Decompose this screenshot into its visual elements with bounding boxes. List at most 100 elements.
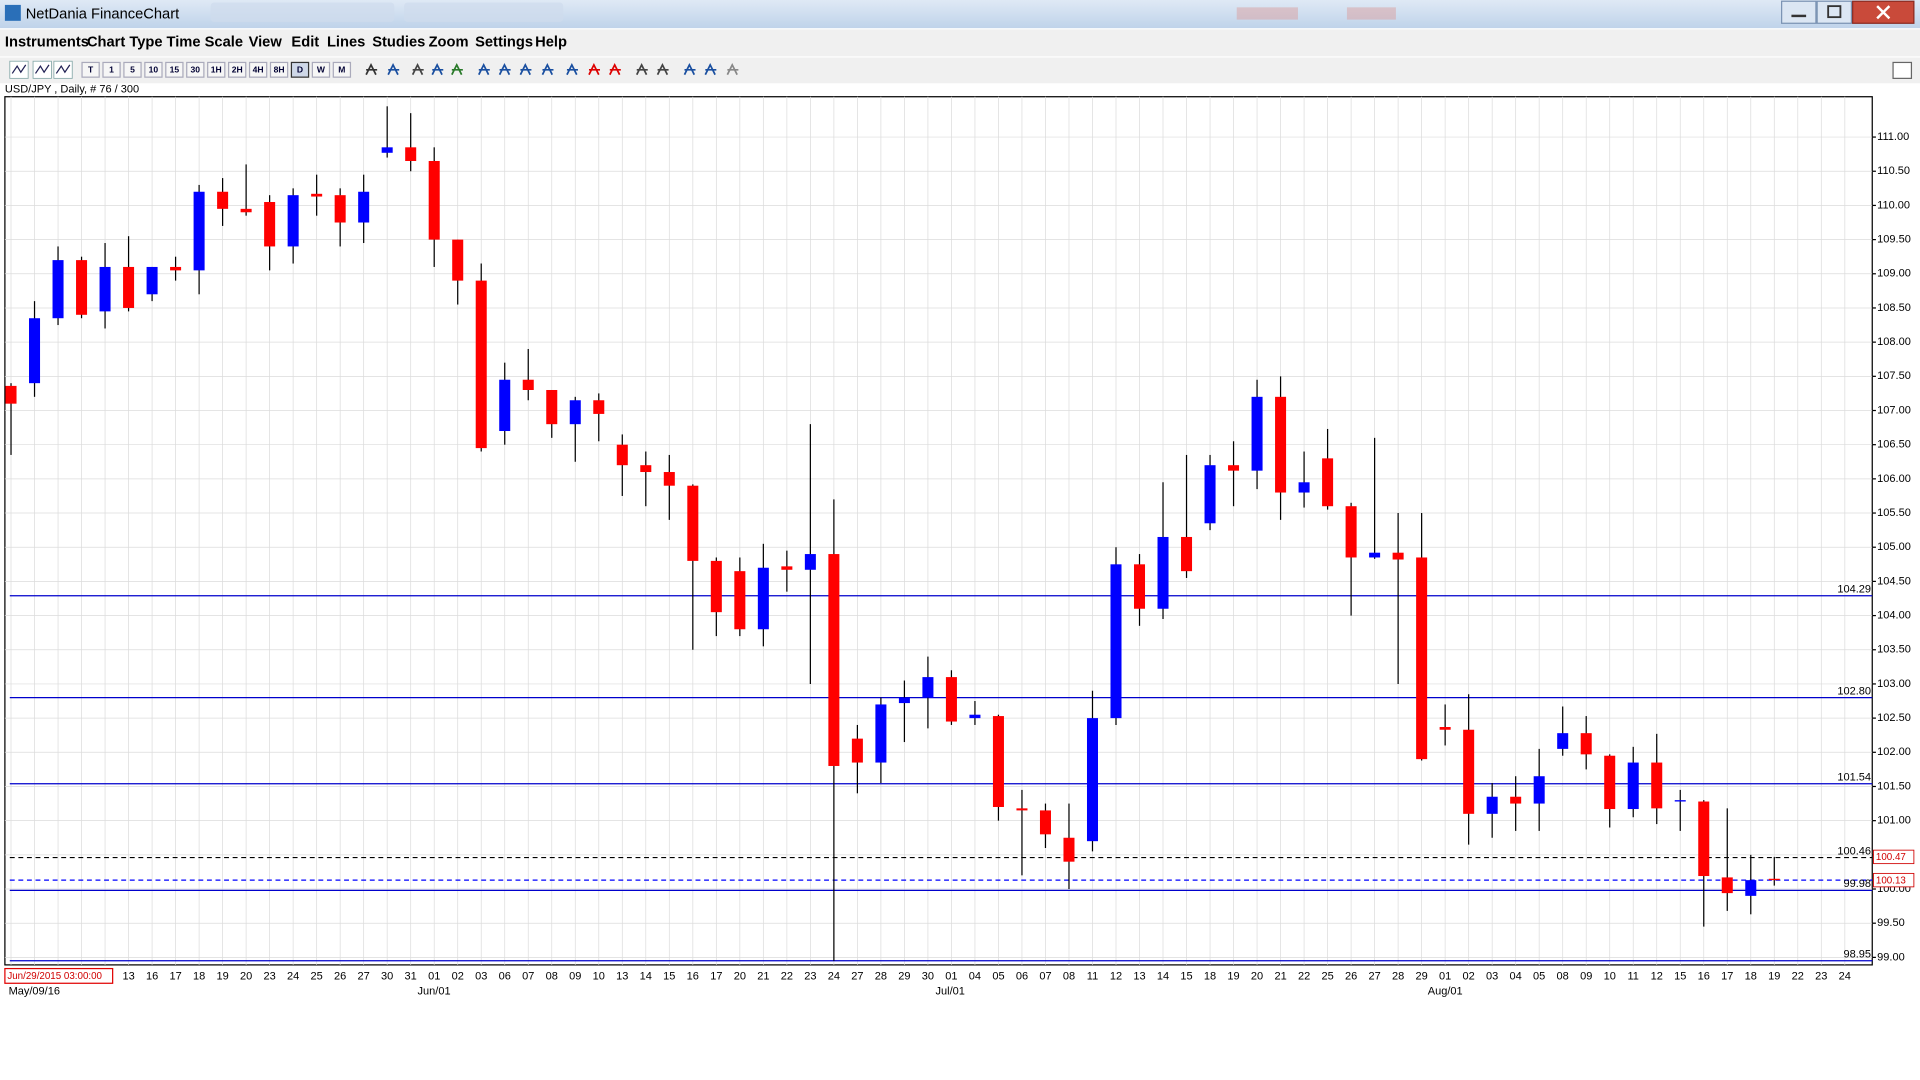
icon <box>656 62 669 76</box>
candle-body <box>1533 776 1545 804</box>
menu-item[interactable]: Chart Type <box>87 35 163 51</box>
candle-body <box>1557 733 1569 749</box>
timeframe-button[interactable] <box>269 61 289 78</box>
menu-item[interactable]: Studies <box>372 35 425 51</box>
x-tick-label: 03 <box>1486 970 1498 982</box>
timeframe-button[interactable] <box>123 61 142 78</box>
menu-item[interactable]: Lines <box>327 35 365 51</box>
candle-body <box>146 266 158 295</box>
y-tick-label: 103.00 <box>1877 678 1911 690</box>
x-tick-label: 09 <box>569 970 581 982</box>
tab[interactable] <box>210 2 395 23</box>
maximize-button[interactable] <box>1816 0 1853 24</box>
icon <box>11 64 27 74</box>
x-tick-label: 13 <box>616 970 628 982</box>
x-tick-label: 01 <box>1439 970 1451 982</box>
period-label: Jun/01 <box>418 986 451 998</box>
x-tick-label: 12 <box>1651 970 1663 982</box>
y-tick-label: 107.50 <box>1877 370 1911 382</box>
x-tick-label: 01 <box>945 970 957 982</box>
y-tick-label: 105.50 <box>1877 507 1911 519</box>
y-tick-label: 110.50 <box>1877 165 1910 177</box>
timeframe-label: D <box>297 65 303 75</box>
menu-item[interactable]: Edit <box>291 35 319 51</box>
panel-button[interactable] <box>1892 61 1913 79</box>
candle-body <box>123 266 135 308</box>
menu-item[interactable]: Instruments <box>5 35 89 51</box>
candle-body <box>452 239 464 281</box>
x-tick-label: 20 <box>240 970 252 982</box>
icon <box>431 62 444 76</box>
price-box-label: 100.47 <box>1876 852 1906 863</box>
level-label: 102.80 <box>1837 685 1871 697</box>
timeframe-button[interactable] <box>186 61 205 78</box>
x-tick-label: 30 <box>381 970 393 982</box>
x-tick-label: 02 <box>452 970 464 982</box>
candle-body <box>710 560 722 613</box>
x-tick-label: 08 <box>1063 970 1075 982</box>
x-tick-label: 04 <box>1510 970 1522 982</box>
timeframe-button[interactable] <box>144 61 163 78</box>
x-tick-label: 23 <box>263 970 275 982</box>
candle-body <box>922 677 934 698</box>
timeframe-label: 5 <box>130 65 135 75</box>
x-tick-label: 31 <box>405 970 417 982</box>
timeframe-button[interactable] <box>290 61 310 78</box>
x-tick-label: 11 <box>1087 970 1098 982</box>
timeframe-button[interactable] <box>81 61 100 78</box>
menu-item[interactable]: Help <box>535 35 567 51</box>
timeframe-button[interactable] <box>227 61 247 78</box>
icon <box>566 62 578 76</box>
menu-item[interactable]: View <box>249 35 283 51</box>
candle-body <box>945 677 957 722</box>
x-tick-label: 27 <box>358 970 370 982</box>
y-tick-label: 108.00 <box>1877 336 1911 348</box>
candle-body <box>29 318 41 384</box>
timeframe-button[interactable] <box>311 61 331 78</box>
timeframe-button[interactable] <box>248 61 268 78</box>
x-tick-label: 13 <box>122 970 134 982</box>
timeframe-button[interactable] <box>102 61 121 78</box>
x-tick-label: 24 <box>828 970 840 982</box>
x-tick-label: 28 <box>1392 970 1404 982</box>
candle-body <box>1181 536 1193 572</box>
menu-item[interactable]: Time Scale <box>167 35 243 51</box>
menu-item[interactable]: Zoom <box>429 35 469 51</box>
timeframe-button[interactable] <box>165 61 184 78</box>
candle-body <box>1016 808 1028 811</box>
period-label: Aug/01 <box>1428 986 1463 998</box>
candle-body <box>522 379 534 390</box>
x-tick-label: 17 <box>169 970 181 982</box>
candle-body <box>687 485 699 561</box>
menu-item[interactable]: Settings <box>475 35 533 51</box>
timeframe-label: W <box>317 65 326 75</box>
tab[interactable] <box>404 2 564 23</box>
candle-body <box>1416 557 1428 760</box>
candle-body <box>1392 552 1404 560</box>
minimize-button[interactable] <box>1781 0 1817 24</box>
candle-body <box>1063 837 1075 862</box>
x-tick-label: 17 <box>710 970 722 982</box>
x-tick-label: 19 <box>216 970 228 982</box>
x-tick-label: 20 <box>1251 970 1263 982</box>
candle-body <box>781 566 793 570</box>
period-label: Jul/01 <box>936 986 965 998</box>
timeframe-label: 1 <box>109 65 114 75</box>
y-tick-label: 110.00 <box>1877 199 1910 211</box>
x-tick-label: 14 <box>640 970 652 982</box>
timeframe-label: 4H <box>253 65 264 75</box>
candle-body <box>1322 458 1334 507</box>
candle-body <box>76 260 88 315</box>
timeframe-button[interactable] <box>332 61 352 78</box>
x-tick-label: 14 <box>1157 970 1169 982</box>
x-tick-label: 24 <box>1839 970 1851 982</box>
timeframe-button[interactable] <box>207 61 226 78</box>
y-tick-label: 107.00 <box>1877 404 1911 416</box>
level-label: 100.46 <box>1837 845 1871 857</box>
price-box-label: 100.13 <box>1876 875 1906 886</box>
y-tick-label: 109.00 <box>1877 268 1911 280</box>
candle-body <box>1275 396 1287 493</box>
x-tick-label: 22 <box>1298 970 1310 982</box>
x-tick-label: 02 <box>1463 970 1475 982</box>
x-tick-label: 15 <box>663 970 675 982</box>
